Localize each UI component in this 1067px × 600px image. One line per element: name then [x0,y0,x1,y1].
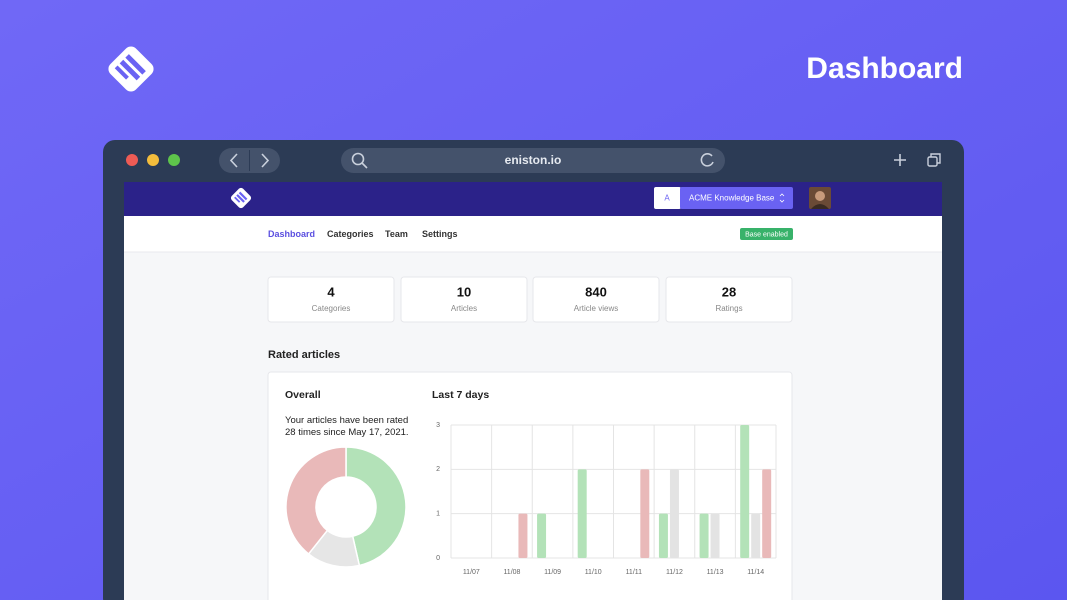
nav-link[interactable]: Categories [327,229,374,239]
bar [577,469,587,558]
bar [537,513,547,558]
stat-value: 10 [457,284,471,299]
stat-label: Article views [574,304,618,313]
browser-window: eniston.io A ACME Knowledge Base Dashboa… [103,140,964,600]
y-tick-label: 3 [436,422,440,429]
new-tab[interactable] [894,154,906,166]
url: eniston.io [505,153,562,167]
workspace-initial: A [664,194,670,203]
nav-link[interactable]: Team [385,229,408,239]
status-badge [740,228,793,240]
stat-card [665,276,793,323]
stat-label: Ratings [715,304,742,313]
workspace-icon[interactable] [654,187,681,209]
close-dot[interactable] [126,154,138,166]
stat-value: 28 [722,284,736,299]
workspace-name: ACME Knowledge Base [689,194,775,203]
bar [740,425,750,558]
x-tick-label: 11/12 [666,569,683,576]
x-tick-label: 11/09 [544,569,561,576]
app-logo[interactable] [230,187,253,210]
stat-card [400,276,528,323]
forward-button[interactable] [261,153,270,168]
nav-link[interactable]: Settings [422,229,458,239]
x-tick-label: 11/07 [463,569,480,576]
bar [699,513,709,558]
app-header [124,182,942,216]
y-tick-label: 0 [436,555,440,562]
maximize-dot[interactable] [168,154,180,166]
bar [669,469,679,558]
x-tick-label: 11/14 [747,569,764,576]
section-title: Rated articles [268,349,340,361]
back-button[interactable] [229,153,238,168]
x-tick-label: 11/08 [503,569,520,576]
bar [658,513,668,558]
stat-label: Categories [312,304,351,313]
bar [640,469,650,558]
bar [751,513,761,558]
stat-label: Articles [451,304,477,313]
donut-slice [285,446,347,555]
y-tick-label: 2 [436,466,440,473]
bar [710,513,720,558]
logo [108,46,154,92]
x-tick-label: 11/11 [626,569,643,576]
workspace-select[interactable] [680,187,793,209]
reload[interactable] [700,153,714,167]
donut-slice [345,446,407,567]
url-bar[interactable] [341,148,725,173]
bar-title: Last 7 days [432,389,489,401]
stat-value: 4 [327,284,335,299]
nav-link[interactable]: Dashboard [268,229,315,239]
donut-subtitle: Your articles have been rated 28 times s… [285,415,409,438]
stat-card [532,276,660,323]
page-title: Dashboard [806,52,963,85]
stat-value: 840 [585,284,607,299]
x-tick-label: 11/10 [585,569,602,576]
y-tick-label: 1 [436,511,440,518]
x-tick-label: 11/13 [707,569,724,576]
donut-subtitle-box: Your articles have been rated 28 times s… [285,415,409,438]
stat-card [267,276,395,323]
donut-title: Overall [285,389,321,401]
nav-bar [124,216,942,252]
badge-label: Base enabled [745,231,788,238]
tabs[interactable] [927,156,938,167]
bar [762,469,772,558]
bar [518,513,528,558]
minimize-dot[interactable] [147,154,159,166]
